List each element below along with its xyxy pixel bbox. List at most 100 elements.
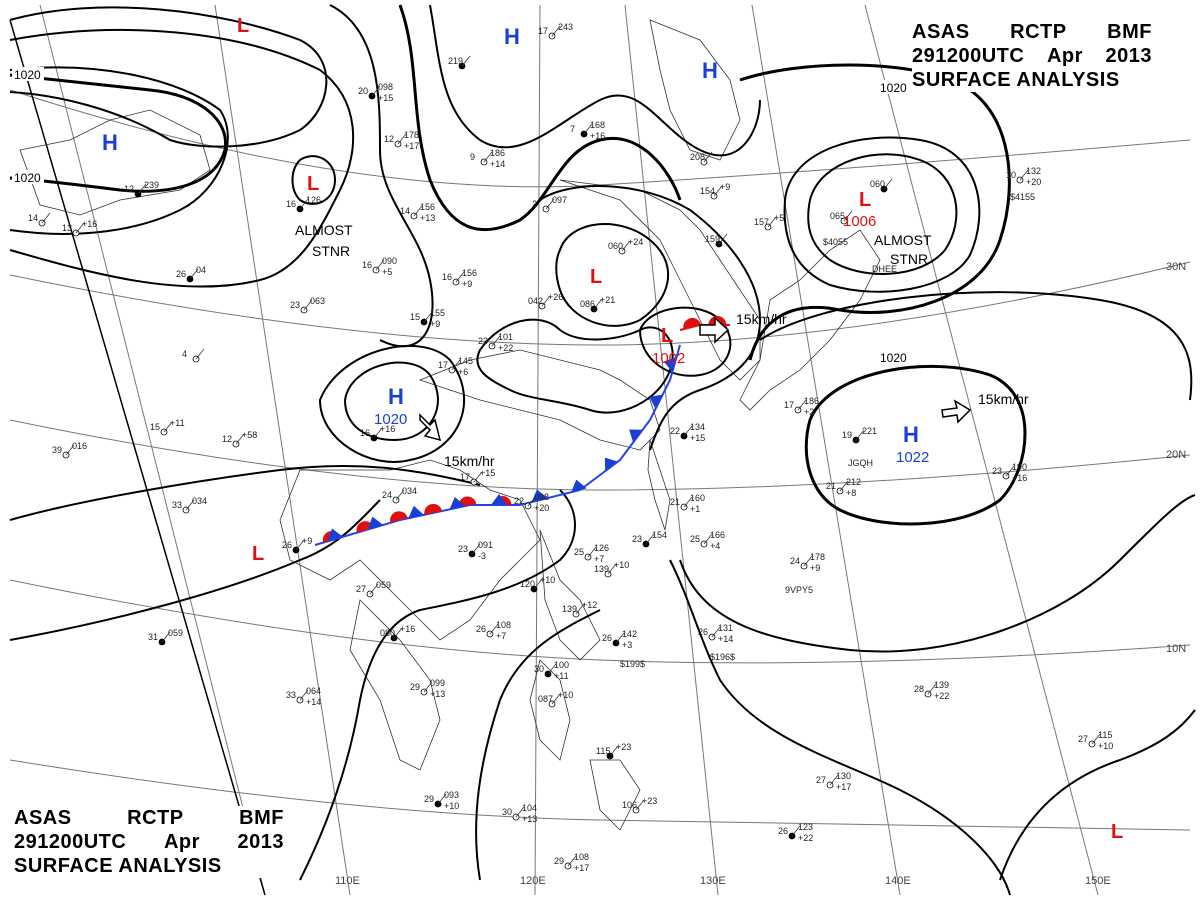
wind-barb [855, 429, 865, 441]
triangle-shape [649, 394, 663, 409]
station-value: 22 [670, 426, 680, 436]
station-plot: 16 126 [286, 195, 321, 213]
isobar [638, 306, 732, 377]
station-value: 190 [1012, 462, 1027, 472]
station-plot: 4 [182, 348, 205, 363]
station-value: +17 [574, 863, 589, 873]
station-plot: 10 132+20 [1006, 166, 1041, 187]
station-value: +16 [82, 219, 97, 229]
station-value: +16 [400, 624, 415, 634]
station-value: +5 [774, 213, 784, 223]
station-plot: 26 04 [176, 265, 206, 283]
station-value: 17 [460, 472, 470, 482]
station-value: 115 [596, 746, 610, 756]
wind-barb [423, 681, 433, 693]
isobar-1020 [739, 63, 1011, 361]
station-value: 090 [382, 256, 397, 266]
isobar [555, 223, 669, 327]
coastline [649, 19, 741, 161]
wind-barb [371, 85, 381, 97]
station-value: +10 [558, 690, 573, 700]
station-value: +17 [836, 782, 851, 792]
ship-id: DHEE [872, 264, 897, 274]
low-pressure-center: L [237, 15, 249, 37]
wind-barb [797, 399, 807, 411]
station-value: 126 [594, 543, 609, 553]
title-month: Apr [163, 831, 200, 853]
station-value: 25 [690, 534, 700, 544]
station-value: 098 [378, 82, 393, 92]
station-value: -3 [478, 551, 486, 561]
title-year: 2013 [1105, 45, 1152, 67]
station-value: +9 [810, 563, 820, 573]
wind-barb [473, 471, 483, 483]
wind-barb [1019, 169, 1029, 181]
ship-ids: $4155 $4055 DHEE JGQH 9VPY5 $199$ $196$ [620, 192, 1035, 669]
ship-id: $196$ [710, 652, 735, 662]
station-value: +13 [522, 814, 537, 824]
station-plot: 23 154 [632, 530, 667, 548]
station-value: 060 [870, 179, 885, 189]
station-value: 26 [176, 269, 186, 279]
cold-front-triangle [604, 457, 618, 472]
station-value: 19 [842, 430, 852, 440]
low-pressure-center: L [590, 266, 602, 288]
movement-speed-label: 15km/hr [736, 311, 787, 327]
wind-barb [41, 212, 51, 224]
station-value: +15 [378, 93, 393, 103]
wind-barb [829, 774, 839, 786]
station-value: 091 [478, 540, 493, 550]
longitude-label: 130E [700, 875, 726, 887]
title-time: 291200UTC [14, 831, 127, 853]
station-value: 24 [790, 556, 800, 566]
coastline [279, 459, 541, 641]
station-value: 29 [410, 682, 420, 692]
station-plot: 16 156+9 [442, 268, 477, 289]
station-plot: 26 131+14 [698, 623, 733, 644]
station-value: +15 [480, 468, 495, 478]
station-value: +24 [628, 237, 643, 247]
isobar [475, 609, 601, 881]
title-year: 2013 [237, 831, 284, 853]
station-plot: 9 186+14 [470, 148, 505, 169]
station-plot: 30 104+13 [502, 803, 537, 824]
movement-speed-label: 15km/hr [444, 453, 495, 469]
chart-title-bottom: ASAS RCTP BMF 291200UTC Apr 2013 SURFACE… [14, 806, 284, 878]
station-value: 186 [490, 148, 505, 158]
station-plot: 27 115+10 [1078, 730, 1113, 751]
station-value: 178 [810, 552, 825, 562]
station-value: +21 [600, 295, 615, 305]
wind-barb [373, 427, 383, 439]
wind-barb [635, 799, 645, 811]
station-plot: 33 034 [172, 496, 207, 514]
wind-barb [295, 539, 305, 551]
station-plot: 208 [690, 151, 713, 166]
wind-barb [551, 25, 561, 37]
low-pressure-center: L [661, 325, 673, 347]
wind-barb [161, 631, 171, 643]
station-value: 087 [538, 694, 553, 704]
almost-stnr-label: ALMOST [295, 222, 353, 238]
station-value: 15 [410, 312, 420, 322]
triangle-shape [408, 505, 424, 519]
station-value: 108 [574, 852, 589, 862]
wind-barb [397, 133, 407, 145]
coastline [418, 349, 661, 451]
station-value: +9 [430, 319, 440, 329]
parallel-line [9, 759, 1191, 831]
station-plot: 17 186+2 [784, 396, 819, 417]
station-value: 25 [574, 547, 584, 557]
station-value: 26 [698, 627, 708, 637]
station-plot: 23 190+16 [992, 462, 1027, 483]
wind-barb [455, 271, 465, 283]
station-value: 059 [376, 580, 391, 590]
station-value: 26 [282, 540, 292, 550]
wind-barb [299, 198, 309, 210]
wind-barb [575, 603, 585, 615]
station-plot: 060 [870, 178, 893, 193]
station-plot: 26 +9 [282, 536, 312, 554]
station-plot: 31 059 [148, 628, 183, 646]
station-plot: 28 139+22 [914, 680, 949, 701]
station-plot: 17 243 [538, 22, 573, 40]
